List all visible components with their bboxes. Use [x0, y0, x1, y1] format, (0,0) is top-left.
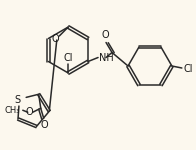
Text: O: O — [101, 30, 109, 40]
Text: S: S — [14, 95, 20, 105]
Text: CH₃: CH₃ — [4, 106, 20, 115]
Text: Cl: Cl — [64, 53, 73, 63]
Text: Cl: Cl — [184, 64, 193, 74]
Text: NH: NH — [99, 53, 114, 63]
Text: O: O — [52, 34, 59, 44]
Text: O: O — [41, 120, 49, 130]
Text: O: O — [26, 107, 34, 117]
